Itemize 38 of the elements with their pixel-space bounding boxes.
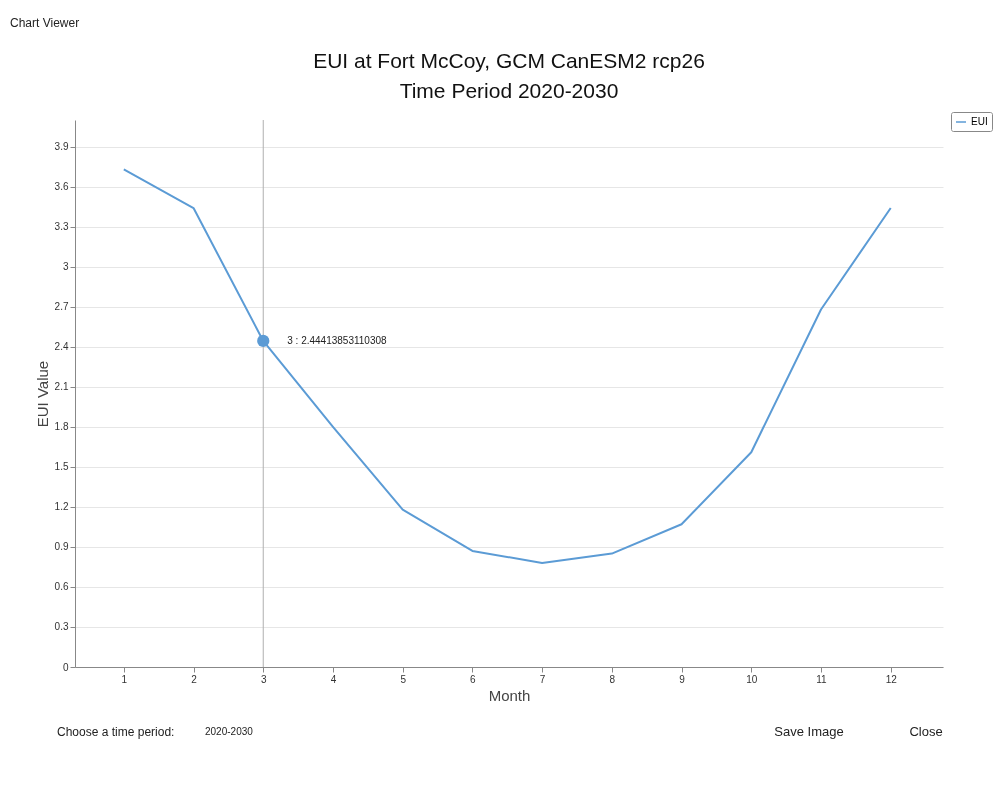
y-tick-label: 1.2 [54,501,69,513]
y-tick-label: 2.1 [54,381,69,393]
x-tick-label: 8 [609,673,616,685]
y-tick-label: 1.8 [54,421,69,433]
x-tick-label: 10 [746,673,758,685]
y-tick-label: 3.9 [54,141,69,153]
chart-title: EUI at Fort McCoy, GCM CanESM2 rcp26 [313,49,705,72]
x-axis-title: Month [488,686,531,704]
y-tick-label: 3.3 [54,221,69,233]
y-tick-label: 2.7 [54,301,69,313]
y-axis-title: EUI Value [33,360,51,428]
text: Save Image [774,724,844,739]
x-tick-label: 5 [400,673,407,685]
x-tick-label: 4 [330,673,337,685]
y-tick-label: 1.5 [54,461,69,473]
y-tick-label: 0 [62,661,69,673]
y-tick-label: 0.9 [54,541,69,553]
text: Choose a time period: [57,725,175,739]
line-series [122,168,892,564]
y-tick-label: 0.3 [54,621,69,633]
x-tick-label: 3 [260,673,267,685]
y-tick-label: 2.4 [54,341,69,353]
text: Close [909,724,943,739]
text: Chart Viewer [10,16,80,30]
x-tick-label: 2 [191,673,198,685]
x-tick-label: 11 [816,673,828,685]
x-tick-label: 9 [679,673,686,685]
y-tick-label: 3.6 [54,181,69,193]
x-tick-label: 12 [885,673,898,685]
x-tick-label: 7 [539,673,546,685]
text: 2020-2030 [205,726,254,737]
y-tick-label: 3 [62,261,69,273]
chart-subtitle: Time Period 2020-2030 [399,79,619,102]
x-tick-label: 6 [470,673,477,685]
legend-label: EUI [971,116,988,127]
x-tick-label: 1 [121,673,128,685]
annotation: 3 : 2.44413853110308 [287,334,388,346]
y-tick-label: 0.6 [54,581,69,593]
